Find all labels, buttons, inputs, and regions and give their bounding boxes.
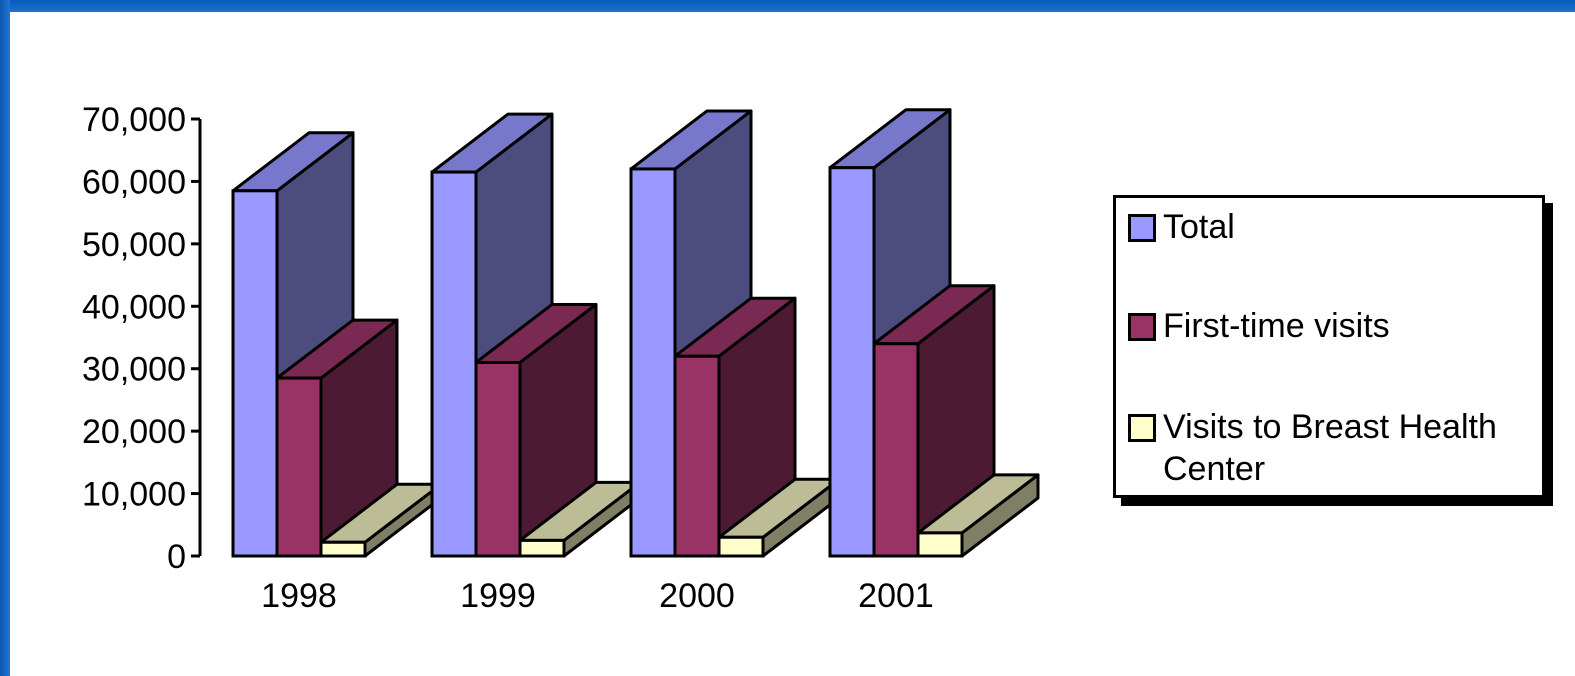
bar-front-breast-health-1998 xyxy=(319,540,367,558)
legend-item-total: Total xyxy=(1128,206,1543,248)
bar-front-total-1999 xyxy=(430,170,478,558)
legend: Total First-time visits Visits to Breast… xyxy=(1113,195,1545,498)
y-tick-label: 10,000 xyxy=(82,476,186,514)
y-axis: 0 10,000 20,000 30,000 40,000 50,000 60,000 70,… xyxy=(82,101,202,576)
bar-front-first-time-2000 xyxy=(673,354,721,558)
legend-item-first-time: First-time visits xyxy=(1128,305,1543,347)
y-tick-label: 60,000 xyxy=(82,163,186,201)
bar-front-total-2001 xyxy=(828,166,876,558)
x-axis-labels: 1998 1999 2000 2001 xyxy=(261,577,934,615)
legend-swatch-first-time xyxy=(1128,313,1156,341)
y-tick-label: 0 xyxy=(167,538,186,576)
y-tick-label: 30,000 xyxy=(82,351,186,389)
bars-layer xyxy=(231,108,1040,558)
legend-label-total: Total xyxy=(1163,208,1235,246)
bar-front-first-time-2001 xyxy=(872,342,920,558)
legend-label-breast-health: Visits to Breast Health Center xyxy=(1163,408,1497,488)
legend-swatch-breast-health xyxy=(1128,414,1156,442)
bar-first-time-1999 xyxy=(474,302,598,558)
x-tick-label: 2000 xyxy=(659,577,735,615)
y-tick-label: 70,000 xyxy=(82,101,186,139)
bar-front-total-2000 xyxy=(629,167,677,558)
slide-top-border xyxy=(0,0,1575,12)
slide-left-border xyxy=(0,0,10,676)
legend-label-first-time: First-time visits xyxy=(1163,307,1390,345)
x-tick-label: 2001 xyxy=(858,577,934,615)
y-tick-label: 20,000 xyxy=(82,413,186,451)
bar-front-breast-health-2001 xyxy=(916,531,964,558)
x-tick-label: 1999 xyxy=(460,577,536,615)
bar-front-first-time-1998 xyxy=(275,376,323,558)
bar-breast-health-2001 xyxy=(916,473,1040,558)
bar-front-breast-health-1999 xyxy=(518,538,566,558)
y-tick-label: 50,000 xyxy=(82,226,186,264)
bar-front-breast-health-2000 xyxy=(717,535,765,558)
legend-item-breast-health: Visits to Breast Health Center xyxy=(1128,406,1543,490)
legend-swatch-total xyxy=(1128,214,1156,242)
bar-front-total-1998 xyxy=(231,189,279,558)
y-tick-label: 40,000 xyxy=(82,288,186,326)
bar-first-time-2000 xyxy=(673,296,797,558)
x-tick-label: 1998 xyxy=(261,577,337,615)
bar-front-first-time-1999 xyxy=(474,360,522,558)
